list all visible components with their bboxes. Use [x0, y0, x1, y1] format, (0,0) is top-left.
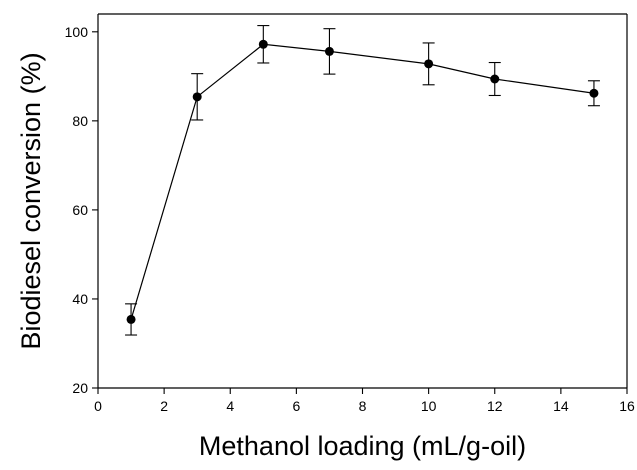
- y-axis-title: Biodiesel conversion (%): [16, 52, 46, 349]
- data-point: [324, 46, 334, 56]
- y-tick-label: 20: [72, 380, 88, 396]
- x-tick-label: 4: [226, 398, 234, 414]
- y-ticks: 20 40 60 80 100: [65, 24, 98, 396]
- y-tick-label: 80: [72, 113, 88, 129]
- x-tick-label: 8: [359, 398, 367, 414]
- series-layer: [125, 25, 600, 336]
- series-line: [130, 43, 595, 320]
- data-point: [126, 314, 136, 324]
- data-point: [192, 92, 202, 102]
- x-tick-label: 12: [487, 398, 503, 414]
- x-tick-label: 10: [421, 398, 437, 414]
- x-tick-label: 0: [94, 398, 102, 414]
- plot-area: [97, 13, 628, 389]
- data-point: [424, 59, 434, 69]
- y-tick-label: 60: [72, 202, 88, 218]
- x-tick-label: 16: [619, 398, 635, 414]
- data-point: [589, 88, 599, 98]
- x-tick-label: 6: [292, 398, 300, 414]
- y-tick-label: 40: [72, 291, 88, 307]
- data-point: [258, 39, 268, 49]
- data-point: [490, 74, 500, 84]
- x-axis-title: Methanol loading (mL/g-oil): [199, 431, 526, 461]
- x-ticks: 0 2 4 6 8 10 12 14 16: [94, 388, 635, 414]
- y-tick-label: 100: [65, 24, 89, 40]
- x-tick-label: 2: [160, 398, 168, 414]
- x-tick-label: 14: [553, 398, 569, 414]
